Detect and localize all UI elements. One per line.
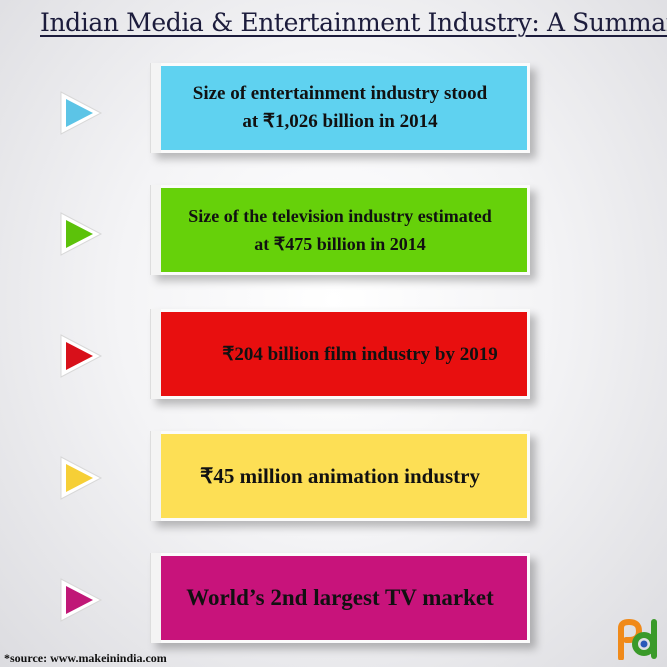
page-title: Indian Media & Entertainment Industry: A…: [40, 8, 667, 37]
card-2-line-2: at ₹475 billion in 2014: [254, 234, 426, 254]
source-note: *source: www.makeinindia.com: [4, 651, 167, 665]
arrow-right-icon-2: [60, 212, 103, 256]
arrow-right-icon-4: [60, 456, 103, 500]
entertainment-size-card: Size of entertainment industry stood at …: [150, 63, 530, 153]
arrow-right-icon-1: [60, 91, 103, 135]
card-5-line-1: World’s 2nd largest TV market: [186, 585, 494, 610]
card-2-line-1: Size of the television industry estimate…: [188, 206, 492, 226]
pd-logo-icon: [618, 618, 657, 660]
film-industry-card: ₹204 billion film industry by 2019: [150, 309, 530, 399]
arrow-right-icon-5: [60, 578, 103, 622]
tv-market-card: World’s 2nd largest TV market: [150, 553, 530, 643]
card-3-line-1: ₹204 billion film industry by 2019: [222, 343, 498, 365]
card-1-line-1: Size of entertainment industry stood: [192, 83, 488, 104]
animation-industry-card: ₹45 million animation industry: [150, 431, 530, 521]
card-1-line-2: at ₹1,026 billion in 2014: [242, 111, 438, 132]
television-size-card: Size of the television industry estimate…: [150, 185, 530, 275]
card-4-line-1: ₹45 million animation industry: [200, 463, 480, 488]
arrow-right-icon-3: [60, 334, 103, 378]
